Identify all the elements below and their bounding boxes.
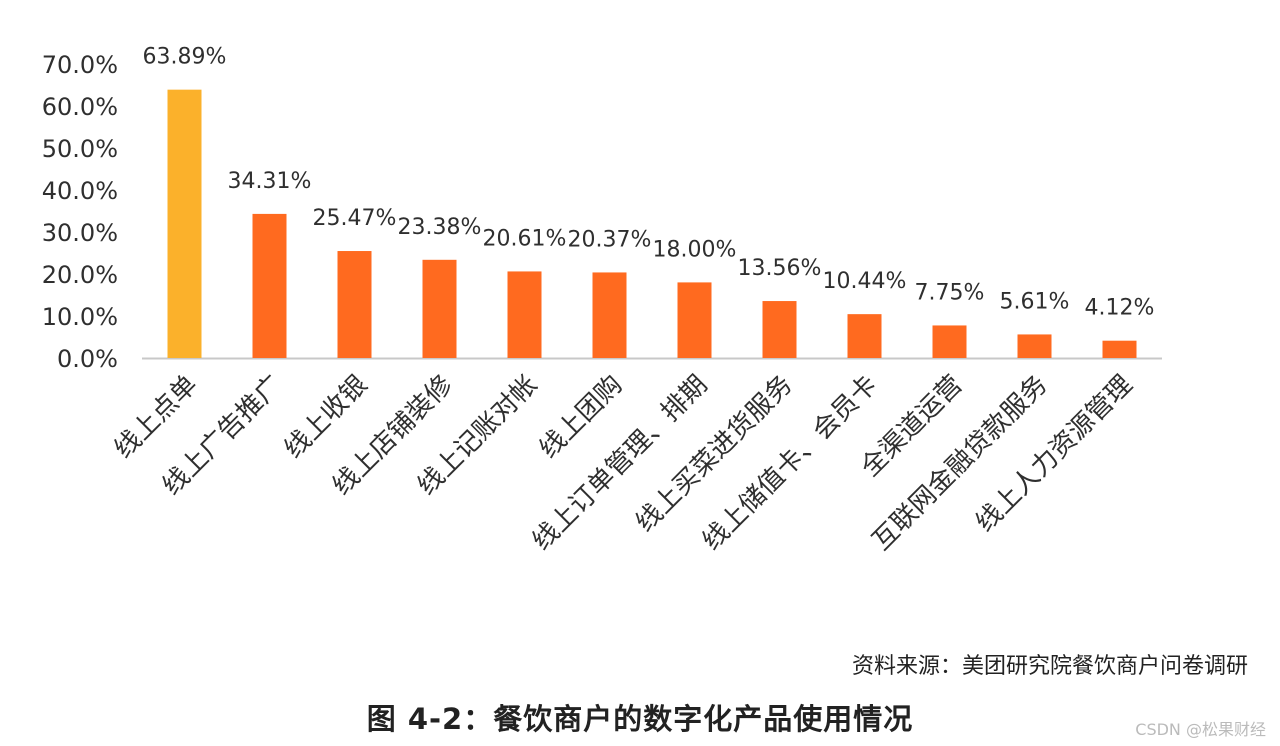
bar-value-label: 5.61% [1000,289,1070,314]
bar [762,301,797,358]
y-tick-label: 0.0% [57,345,118,373]
bar-value-label: 7.75% [915,280,985,305]
bar-value-label: 20.37% [568,227,652,252]
bar-value-label: 20.61% [483,226,567,251]
bar [337,251,372,358]
bar-value-label: 34.31% [228,169,312,194]
bar [252,213,287,358]
y-tick-label: 40.0% [42,177,118,205]
watermark: CSDN @松果财经 [1135,720,1266,739]
x-tick-label: 线上人力资源管理 [970,370,1138,538]
figure-caption: 图 4-2：餐饮商户的数字化产品使用情况 [366,702,914,736]
bar [847,314,882,358]
bar [1102,340,1137,358]
bar-value-label: 23.38% [398,215,482,240]
y-tick-label: 20.0% [42,261,118,289]
bar-value-label: 10.44% [823,269,907,294]
y-tick-label: 50.0% [42,135,118,163]
x-tick-label: 线上买菜进货服务 [630,370,798,538]
bar [677,282,712,358]
bar-value-label: 18.00% [653,237,737,262]
y-tick-label: 30.0% [42,219,118,247]
bar-value-label: 4.12% [1085,296,1155,321]
y-tick-label: 70.0% [42,51,118,79]
bar [422,259,457,358]
bar-value-label: 13.56% [738,256,822,281]
bar [507,271,542,358]
bar-value-label: 25.47% [313,206,397,231]
y-tick-label: 10.0% [42,303,118,331]
source-note: 资料来源：美团研究院餐饮商户问卷调研 [851,654,1248,679]
bar [1017,334,1052,358]
bar-value-label: 63.89% [143,45,227,70]
y-tick-label: 60.0% [42,93,118,121]
bar [592,272,627,358]
bar [167,89,202,359]
bar [932,325,967,358]
